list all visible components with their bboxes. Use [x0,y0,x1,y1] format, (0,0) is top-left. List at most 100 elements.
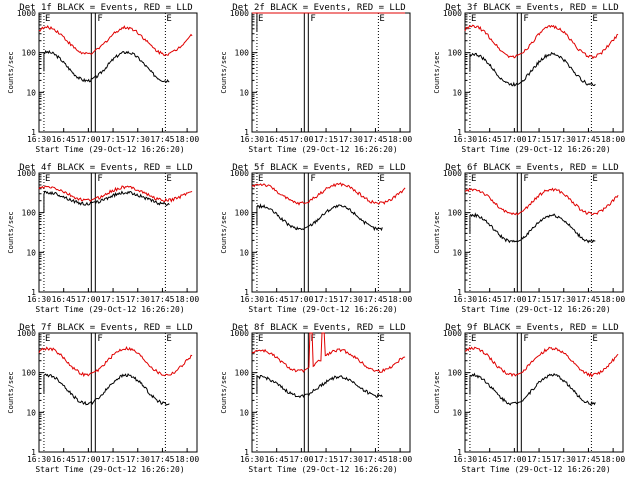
y-tick-label: 100 [448,209,463,218]
x-tick-label: 16:45 [478,295,502,304]
x-tick-label: 17:00 [289,295,313,304]
y-tick-label: 10 [452,408,462,417]
y-axis-label: Counts/sec [433,211,441,253]
y-axis-label: Counts/sec [433,51,441,93]
x-axis-label: Start Time (29-Oct-12 16:26:20) [248,465,397,474]
y-tick-label: 1 [31,288,36,297]
y-tick-label: 1000 [443,329,462,338]
marker-e-label: E [592,334,597,344]
chart-title: Det 3f BLACK = Events, RED = LLD [445,3,618,13]
y-tick-label: 1 [31,128,36,137]
plot-frame [38,12,198,133]
chart-title: Det 5f BLACK = Events, RED = LLD [232,163,405,173]
x-tick-label: 18:00 [175,135,199,144]
plot-frame [464,332,624,453]
marker-e-label: E [166,174,171,184]
x-tick-label: 16:45 [478,455,502,464]
x-tick-label: 17:30 [339,295,363,304]
marker-e-label: E [166,14,171,24]
y-axis-label: Counts/sec [7,51,15,93]
plot-frame [464,172,624,293]
x-tick-label: 18:00 [388,135,412,144]
chart-title: Det 7f BLACK = Events, RED = LLD [19,323,192,333]
x-tick-label: 18:00 [175,455,199,464]
x-tick-label: 16:45 [52,135,76,144]
y-tick-label: 100 [235,369,250,378]
x-tick-label: 16:45 [478,135,502,144]
x-axis-label: Start Time (29-Oct-12 16:26:20) [248,145,397,154]
chart-title: Det 9f BLACK = Events, RED = LLD [445,323,618,333]
marker-f-label: F [523,174,528,184]
marker-e-label: E [379,174,384,184]
plot-frame [251,332,411,453]
x-tick-label: 17:15 [527,455,551,464]
chart-title: Det 4f BLACK = Events, RED = LLD [19,163,192,173]
x-tick-label: 16:30 [453,455,477,464]
marker-e-label: E [379,14,384,24]
plot-frame [464,12,624,133]
marker-f-label: F [310,174,315,184]
series-line-events [256,203,383,232]
marker-f-label: F [97,174,102,184]
x-tick-label: 17:00 [76,295,100,304]
x-tick-label: 16:30 [27,455,51,464]
marker-e-label: E [471,14,476,24]
x-tick-label: 17:15 [101,295,125,304]
x-tick-label: 17:45 [576,295,600,304]
plot-frame [251,12,411,133]
y-tick-label: 100 [22,369,37,378]
series-line-lld [251,332,406,373]
series-line-lld [464,187,619,216]
x-tick-label: 17:45 [150,455,174,464]
y-tick-label: 100 [22,49,37,58]
chart-title: Det 6f BLACK = Events, RED = LLD [445,163,618,173]
x-tick-label: 17:45 [150,295,174,304]
y-tick-label: 100 [448,369,463,378]
marker-e-label: E [258,174,263,184]
x-tick-label: 17:15 [314,295,338,304]
series-line-events [469,372,596,406]
chart-panel-4: Det 4f BLACK = Events, RED = LLD 1 10 100 10… [7,163,199,314]
y-tick-label: 1 [244,128,249,137]
x-tick-label: 17:15 [314,455,338,464]
x-tick-label: 17:45 [363,135,387,144]
marker-e-label: E [592,174,597,184]
marker-f-label: F [97,14,102,24]
chart-panel-6: Det 6f BLACK = Events, RED = LLD 1 10 100 10… [433,163,625,314]
x-tick-label: 17:00 [76,135,100,144]
plot-frame [38,332,198,453]
marker-e-label: E [592,14,597,24]
x-tick-label: 17:30 [339,135,363,144]
x-tick-label: 17:00 [289,455,313,464]
chart-panel-2: Det 2f BLACK = Events, RED = LLD 1 10 100 10… [220,3,412,154]
y-tick-label: 1 [457,128,462,137]
marker-e-label: E [258,14,263,24]
series-line-lld [38,345,193,378]
marker-f-label: F [523,334,528,344]
y-axis-label: Counts/sec [7,211,15,253]
series-line-lld [464,24,619,60]
chart-title: Det 2f BLACK = Events, RED = LLD [232,3,405,13]
x-tick-label: 18:00 [388,455,412,464]
marker-e-label: E [471,334,476,344]
chart-panel-7: Det 7f BLACK = Events, RED = LLD 1 10 100 10… [7,323,199,474]
chart-panel-8: Det 8f BLACK = Events, RED = LLD 1 10 100 10… [220,323,412,474]
x-tick-label: 17:15 [527,295,551,304]
x-tick-label: 17:30 [126,135,150,144]
x-tick-label: 16:30 [240,135,264,144]
x-tick-label: 17:00 [502,135,526,144]
y-tick-label: 100 [448,49,463,58]
series-line-lld [464,346,619,378]
y-tick-label: 1000 [443,9,462,18]
x-tick-label: 16:30 [240,455,264,464]
x-axis-label: Start Time (29-Oct-12 16:26:20) [35,145,184,154]
chart-panel-5: Det 5f BLACK = Events, RED = LLD 1 10 100 10… [220,163,412,314]
y-tick-label: 10 [26,88,36,97]
x-tick-label: 16:30 [453,135,477,144]
series-line-events [256,375,383,399]
x-tick-label: 18:00 [601,295,625,304]
y-tick-label: 10 [239,408,249,417]
series-line-lld [38,185,193,203]
x-tick-label: 17:15 [101,455,125,464]
y-tick-label: 1000 [443,169,462,178]
